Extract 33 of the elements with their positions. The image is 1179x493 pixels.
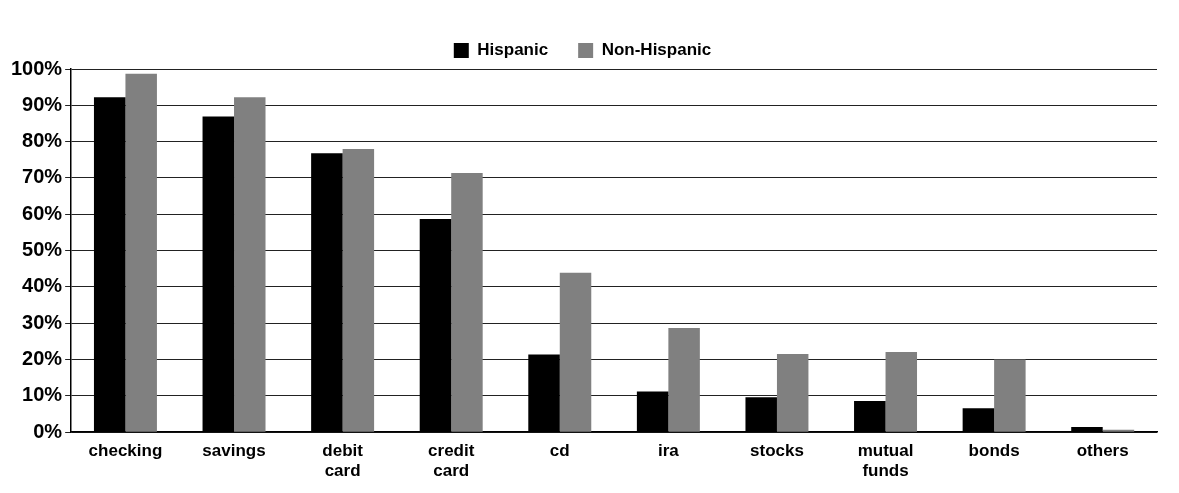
x-tick-label: checking xyxy=(88,441,163,461)
bar xyxy=(668,327,700,432)
x-tick-label: credit card xyxy=(428,441,475,481)
x-tick-label: debit card xyxy=(322,441,364,481)
y-tick-label: 90% xyxy=(22,92,63,115)
y-tick-label: 20% xyxy=(22,347,63,370)
bar xyxy=(776,354,809,432)
bar xyxy=(342,148,375,432)
y-tick-label: 70% xyxy=(22,165,63,188)
y-tick-label: 30% xyxy=(22,310,63,333)
x-tick-label: savings xyxy=(202,441,266,461)
legend-label: Hispanic xyxy=(477,40,549,60)
bar xyxy=(994,359,1026,432)
x-tick-label: cd xyxy=(549,441,570,461)
y-tick-label: 50% xyxy=(22,238,63,261)
y-tick-label: 60% xyxy=(22,201,63,224)
x-tick-label: stocks xyxy=(750,441,804,461)
x-tick-label: mutual funds xyxy=(857,441,914,481)
bar xyxy=(451,172,483,432)
bar xyxy=(125,73,157,432)
y-tick-label: 10% xyxy=(22,383,63,406)
bar xyxy=(1102,429,1135,432)
legend-label: Non-Hispanic xyxy=(601,40,712,60)
y-tick-label: 0% xyxy=(33,419,63,442)
x-tick-label: bonds xyxy=(968,441,1020,461)
bar xyxy=(234,97,266,432)
y-tick-label: 40% xyxy=(22,274,63,297)
bar xyxy=(885,351,918,432)
y-tick-label: 80% xyxy=(22,129,63,152)
x-tick-label: others xyxy=(1076,441,1129,461)
x-tick-label: ira xyxy=(657,441,680,461)
bar xyxy=(559,272,592,432)
y-tick-label: 100% xyxy=(11,56,63,79)
